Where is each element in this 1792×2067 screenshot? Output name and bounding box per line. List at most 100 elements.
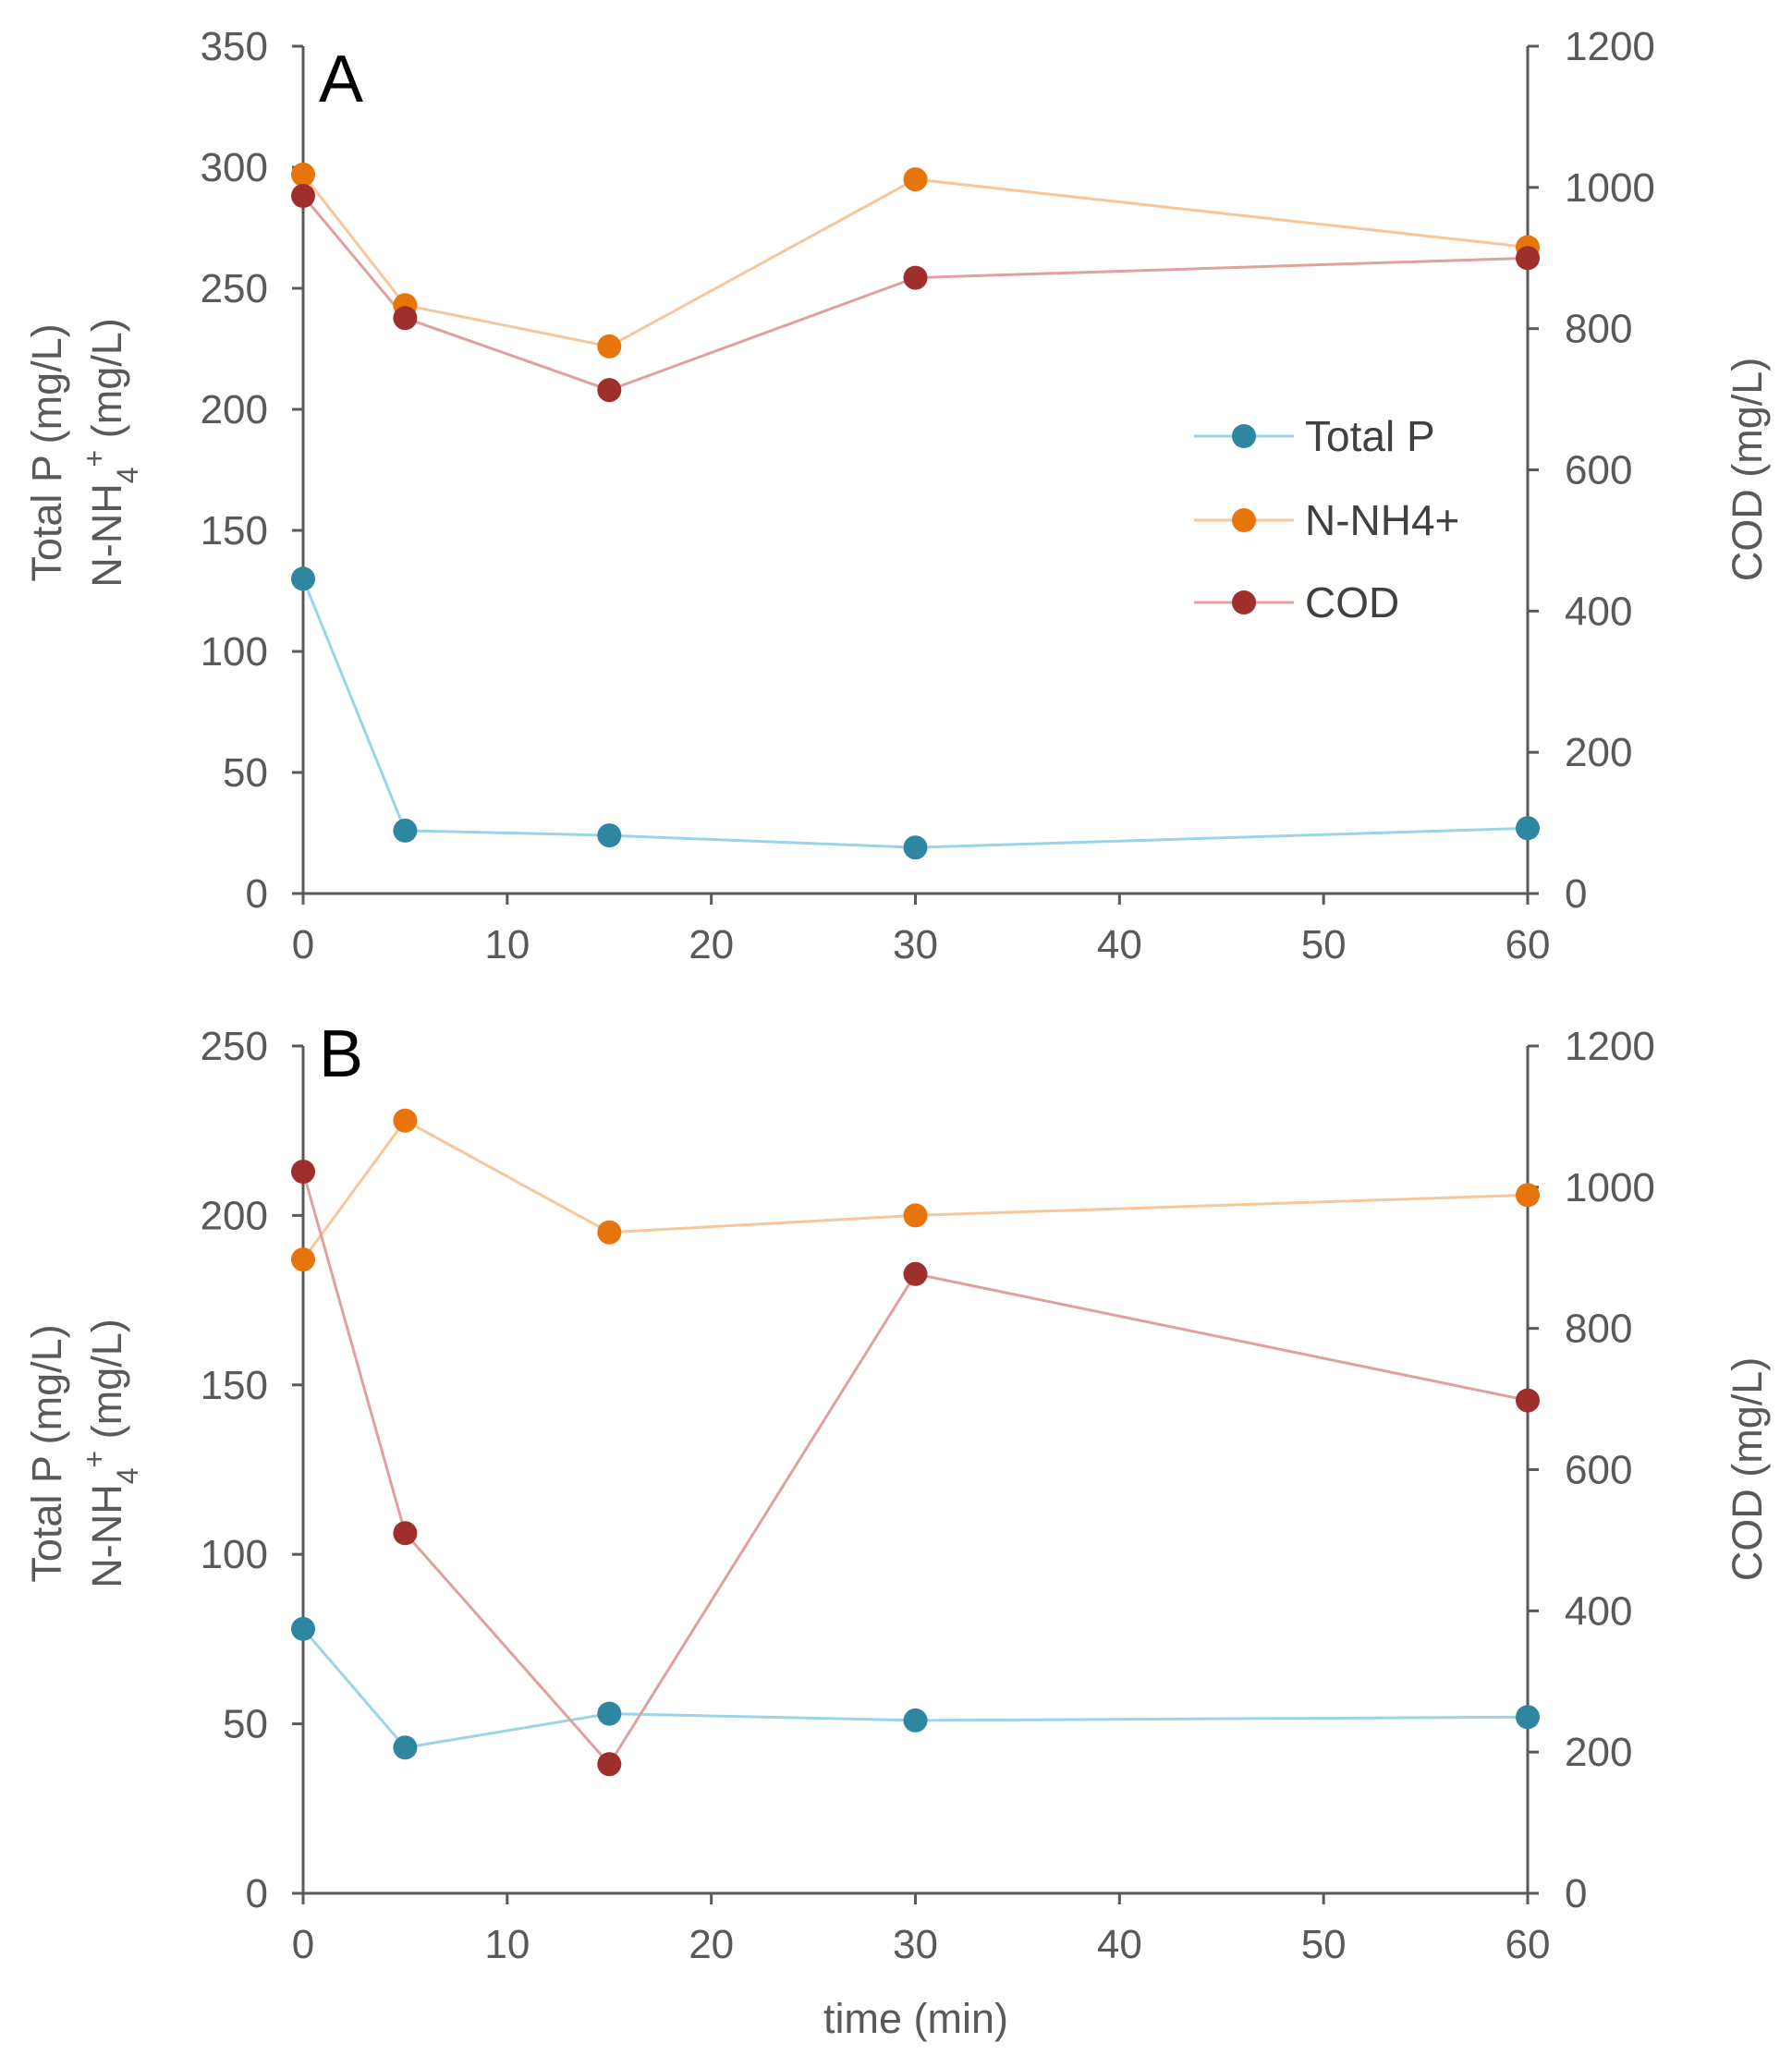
panel-b-right-tick-label: 0	[1565, 1871, 1587, 1916]
panel-b-x-tick-label: 60	[1506, 1922, 1551, 1967]
panel-b-series	[291, 1108, 1540, 1777]
panel-a-point-total-p	[903, 835, 928, 860]
panel-a-left-axis-title-line2: N-NH4+ (mg/L)	[78, 318, 144, 587]
panel-a-x-tick-label: 40	[1097, 922, 1142, 967]
panel-a-left-tick-label: 0	[246, 871, 268, 917]
panel-b-right-tick-label: 200	[1565, 1730, 1632, 1775]
panel-b-left-tick-label: 250	[201, 1024, 268, 1069]
panel-b-left-tick-label: 100	[201, 1532, 268, 1577]
panel-a-left-tick-label: 350	[201, 24, 268, 69]
panel-a-left-ticks: 0 50 100 150 200 250 300 350	[201, 24, 303, 917]
panel-b-left-ticks: 0 50 100 150 200 250	[201, 1024, 303, 1916]
panel-b-series-line-cod	[301, 1171, 1529, 1767]
panel-a-left-axis-title-line1: Total P (mg/L)	[23, 323, 70, 581]
panel-b-point-cod	[597, 1752, 622, 1777]
panel-b-x-tick-label: 0	[292, 1922, 314, 1967]
panel-a-point-total-p	[291, 566, 315, 591]
panel-b-point-cod	[393, 1521, 418, 1546]
panel-b-point-cod	[1516, 1388, 1540, 1413]
panel-a-x-tick-label: 0	[292, 922, 314, 967]
panel-a-point-cod	[393, 306, 418, 331]
panel-a-right-tick-label: 800	[1565, 307, 1632, 352]
legend-label-cod: COD	[1305, 578, 1399, 626]
panel-b-left-axis-title-line1: Total P (mg/L)	[23, 1324, 70, 1582]
panel-b-x-tick-label: 50	[1301, 1922, 1347, 1967]
panel-a-point-n-nh4	[291, 162, 315, 187]
panel-b-series-line-n-nh4	[301, 1118, 1529, 1260]
panel-b-point-total-p	[597, 1701, 622, 1726]
legend-item-n-nh4: N-NH4+	[1194, 496, 1459, 544]
panel-b-point-total-p	[1516, 1705, 1540, 1730]
panel-a-right-axis-title: COD (mg/L)	[1724, 358, 1771, 582]
panel-b-right-tick-label: 800	[1565, 1307, 1632, 1352]
panel-a-x-tick-label: 20	[689, 922, 734, 967]
panel-a-right-tick-label: 1000	[1565, 165, 1655, 211]
panel-a-x-tick-label: 50	[1301, 922, 1347, 967]
panel-b-right-tick-label: 600	[1565, 1448, 1632, 1493]
panel-a-x-tick-label: 60	[1506, 922, 1551, 967]
panel-label-a: A	[319, 43, 363, 116]
panel-a-left-tick-label: 250	[201, 266, 268, 311]
panel-a-point-cod	[903, 265, 928, 290]
panel-a-series-line-cod	[301, 195, 1529, 392]
panel-a-left-tick-label: 50	[223, 750, 268, 796]
panel-a-series	[291, 162, 1540, 860]
legend-marker-total-p	[1232, 424, 1256, 448]
legend-label-total-p: Total P	[1305, 412, 1435, 460]
panel-b-x-tick-label: 10	[484, 1922, 530, 1967]
panel-b-point-cod	[291, 1160, 315, 1184]
panel-b-point-total-p	[393, 1735, 418, 1760]
panel-a-right-tick-label: 400	[1565, 589, 1632, 634]
panel-b-right-ticks: 0 200 400 600 800 1000 1200	[1528, 1024, 1655, 1916]
panel-b-x-tick-label: 30	[893, 1922, 938, 1967]
panel-a-x-tick-label: 10	[484, 922, 530, 967]
panel-a-point-cod	[597, 378, 622, 403]
panel-a-x-ticks: 0 10 20 30 40 50 60	[292, 894, 1551, 967]
panel-b-left-axis-title-line2: N-NH4+ (mg/L)	[78, 1319, 144, 1587]
panel-b-point-n-nh4	[597, 1220, 622, 1245]
panel-b-point-n-nh4	[1516, 1183, 1540, 1208]
panel-b-point-n-nh4	[291, 1247, 315, 1272]
panel-b-point-n-nh4	[393, 1108, 418, 1133]
panel-b-series-markers	[291, 1108, 1540, 1777]
panel-a-left-tick-label: 200	[201, 387, 268, 432]
legend-marker-n-nh4	[1232, 508, 1256, 532]
panel-b-right-axis-title: COD (mg/L)	[1724, 1357, 1771, 1582]
panel-a-point-n-nh4	[903, 167, 928, 192]
panel-b-point-n-nh4	[903, 1203, 928, 1228]
panel-a-point-total-p	[393, 818, 418, 843]
panel-b-point-cod	[903, 1261, 928, 1286]
panel-a-point-total-p	[1516, 816, 1540, 841]
panel-b-left-tick-label: 0	[246, 1871, 268, 1916]
panel-b-axes	[301, 1046, 1530, 1895]
panel-b-x-tick-label: 40	[1097, 1922, 1142, 1967]
panel-b-right-tick-label: 400	[1565, 1588, 1632, 1634]
panel-a-series-markers	[291, 162, 1540, 860]
panel-label-b: B	[319, 1017, 363, 1091]
panel-b-point-total-p	[291, 1616, 315, 1641]
panel-a-point-cod	[291, 184, 315, 208]
panel-a-point-cod	[1516, 246, 1540, 271]
panel-a-right-tick-label: 600	[1565, 448, 1632, 493]
panel-b-point-total-p	[903, 1708, 928, 1733]
x-axis-title: time (min)	[823, 1995, 1008, 2042]
panel-b-right-tick-label: 1200	[1565, 1024, 1655, 1069]
panel-b-left-tick-label: 50	[223, 1702, 268, 1747]
panel-a-right-tick-label: 0	[1565, 871, 1587, 917]
panel-b-right-tick-label: 1000	[1565, 1165, 1655, 1210]
panel-a-x-tick-label: 30	[893, 922, 938, 967]
legend-label-n-nh4: N-NH4+	[1305, 496, 1459, 544]
panel-a-series-line-n-nh4	[301, 173, 1529, 348]
panel-a-left-tick-label: 300	[201, 145, 268, 190]
legend-item-total-p: Total P	[1194, 412, 1435, 460]
panel-b-left-tick-label: 150	[201, 1363, 268, 1408]
panel-b-left-tick-label: 200	[201, 1193, 268, 1238]
panel-a-left-tick-label: 150	[201, 508, 268, 553]
panel-b-x-ticks: 0 10 20 30 40 50 60	[292, 1893, 1551, 1967]
panel-a-right-tick-label: 1200	[1565, 24, 1655, 69]
panel-a-right-tick-label: 200	[1565, 730, 1632, 775]
legend-item-cod: COD	[1194, 578, 1399, 626]
